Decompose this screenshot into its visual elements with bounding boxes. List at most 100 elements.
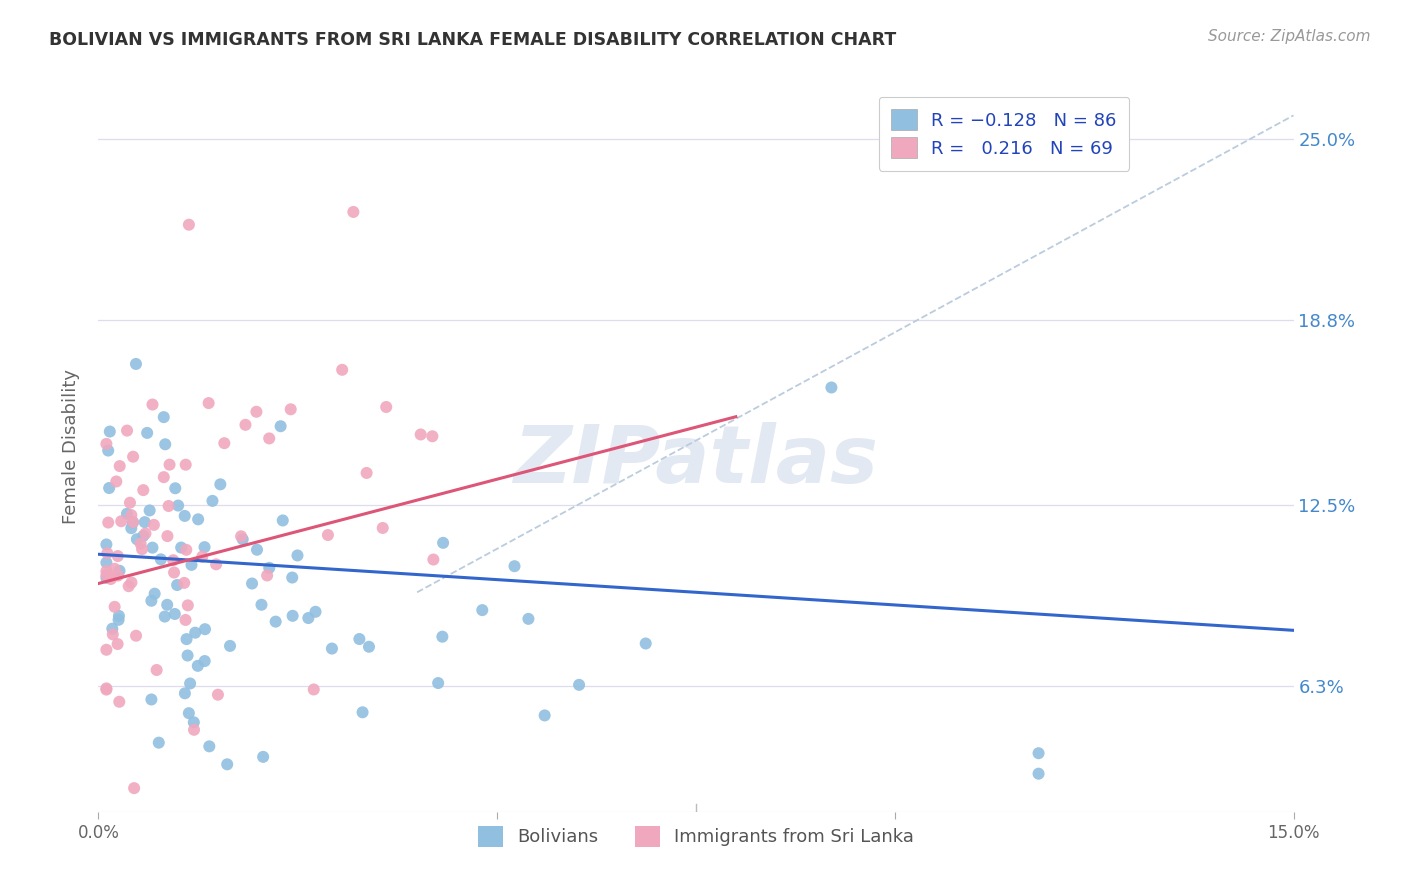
Point (201, 494, 224, 508)
Point (193, 540, 215, 554)
Point (125, 533, 148, 547)
Point (122, 450, 145, 464)
Point (105, 475, 128, 489)
Point (176, 632, 198, 647)
Point (125, 357, 148, 371)
Point (118, 496, 141, 510)
Point (287, 549, 309, 563)
Point (330, 363, 353, 377)
Point (246, 542, 269, 557)
Point (1028, 746, 1050, 760)
Point (110, 514, 132, 528)
Point (108, 695, 131, 709)
Point (304, 605, 326, 619)
Point (349, 632, 371, 646)
Point (157, 499, 180, 513)
Point (173, 575, 195, 590)
Point (217, 757, 239, 772)
Point (205, 558, 228, 572)
Point (252, 750, 274, 764)
Point (101, 622, 124, 636)
Point (173, 508, 195, 523)
Point (108, 608, 131, 623)
Point (96, 556, 118, 570)
Point (131, 542, 153, 557)
Point (177, 218, 200, 232)
Point (375, 400, 398, 414)
Point (96, 564, 118, 578)
Point (97, 443, 120, 458)
Point (191, 549, 214, 564)
Point (120, 521, 142, 535)
Point (165, 481, 187, 495)
Text: BOLIVIAN VS IMMIGRANTS FROM SRI LANKA FEMALE DISABILITY CORRELATION CHART: BOLIVIAN VS IMMIGRANTS FROM SRI LANKA FE… (49, 31, 897, 49)
Point (104, 599, 127, 614)
Point (107, 549, 129, 563)
Point (568, 678, 591, 692)
Point (250, 598, 273, 612)
Point (229, 529, 252, 543)
Point (101, 627, 124, 641)
Point (174, 542, 197, 557)
Point (409, 427, 432, 442)
Point (174, 613, 197, 627)
Point (96, 437, 118, 451)
Point (96, 681, 118, 696)
Point (134, 515, 156, 529)
Point (107, 637, 129, 651)
Point (107, 613, 129, 627)
Point (152, 410, 174, 425)
Point (432, 630, 454, 644)
Point (264, 615, 287, 629)
Point (104, 562, 127, 576)
Point (132, 529, 155, 543)
Point (174, 458, 197, 472)
Point (96, 571, 118, 585)
Point (149, 552, 172, 566)
Point (143, 587, 166, 601)
Point (141, 692, 163, 706)
Point (207, 688, 229, 702)
Point (115, 507, 138, 521)
Point (209, 477, 232, 491)
Point (533, 708, 555, 723)
Point (132, 483, 155, 497)
Point (214, 436, 236, 450)
Point (180, 558, 202, 572)
Point (187, 512, 209, 526)
Point (152, 470, 174, 484)
Point (257, 431, 280, 445)
Point (259, 561, 281, 575)
Point (170, 541, 193, 555)
Point (422, 552, 444, 566)
Point (198, 739, 221, 754)
Point (163, 566, 186, 580)
Point (98, 425, 121, 439)
Point (177, 599, 200, 613)
Point (342, 205, 364, 219)
Point (427, 676, 450, 690)
Legend: Bolivians, Immigrants from Sri Lanka: Bolivians, Immigrants from Sri Lanka (471, 819, 921, 854)
Point (155, 437, 177, 451)
Point (194, 654, 217, 668)
Point (167, 499, 190, 513)
Point (118, 579, 141, 593)
Point (197, 396, 219, 410)
Point (371, 521, 394, 535)
Point (471, 603, 494, 617)
Point (270, 419, 292, 434)
Point (148, 736, 170, 750)
Point (256, 568, 278, 582)
Point (96, 682, 118, 697)
Point (235, 417, 257, 432)
Point (357, 640, 380, 654)
Point (194, 622, 217, 636)
Point (174, 686, 197, 700)
Point (97, 516, 120, 530)
Point (108, 564, 131, 578)
Point (356, 466, 378, 480)
Point (125, 629, 148, 643)
Point (142, 517, 165, 532)
Point (302, 682, 325, 697)
Point (232, 533, 254, 547)
